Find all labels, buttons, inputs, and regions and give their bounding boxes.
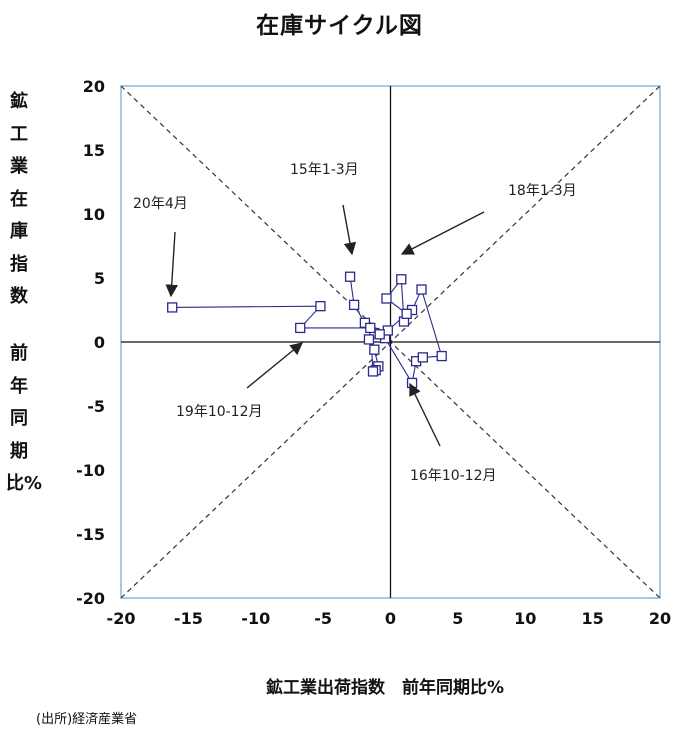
annotation-label: 16年10-12月 [410,468,497,484]
data-point-marker [374,329,385,340]
x-tick-label: -15 [174,609,203,628]
data-point-marker [295,322,306,334]
x-tick-label: 15 [581,609,603,628]
annotation-label: 15年1-3月 [290,162,359,178]
data-point-marker [416,284,427,295]
x-tick-label: 10 [514,609,536,628]
data-point-marker [167,302,178,313]
annotation-arrow [400,211,485,255]
x-axis-label: 鉱工業出荷指数 前年同期比% [265,678,505,698]
annotation-label: 19年10-12月 [176,404,263,420]
annotation-arrow [246,342,303,389]
annotation-label: 18年1-3月 [508,183,577,199]
data-point-marker [348,299,360,311]
annotation-arrow [342,204,357,256]
data-point-marker [344,271,356,282]
data-point-marker [406,377,418,389]
y-tick-label: -15 [76,525,105,544]
data-point-marker [315,301,326,312]
y-axis-label-top: 鉱工業在庫指数 [10,91,28,307]
annotation-label: 20年4月 [133,196,188,212]
x-tick-label: -10 [241,609,270,628]
y-tick-label: -5 [87,397,105,416]
y-tick-label: 0 [94,333,105,352]
data-point-marker [417,352,428,363]
data-point-marker [381,293,392,304]
data-point-marker [436,350,447,362]
data-point-marker [367,366,379,377]
y-tick-label: -20 [76,589,105,608]
x-tick-label: -20 [107,609,136,628]
y-tick-label: 10 [83,205,105,224]
x-tick-label: 5 [452,609,463,628]
x-tick-label: -5 [314,609,332,628]
annotation-arrow [165,231,178,298]
x-tick-label: 0 [385,609,396,628]
data-point-marker [401,308,412,319]
y-tick-label: 15 [83,141,105,160]
y-tick-label: 5 [94,269,105,288]
data-point-marker [369,344,380,355]
x-tick-label: 20 [649,609,671,628]
series-line [172,276,443,385]
chart-title: 在庫サイクル図 [256,13,423,39]
annotation-arrow [409,382,441,447]
data-point-marker [365,322,376,334]
source-note: (出所)経済産業省 [36,712,138,727]
data-point-marker [363,334,375,345]
y-tick-label: -10 [76,461,105,480]
y-tick-label: 20 [83,77,105,96]
data-point-marker [396,274,407,285]
